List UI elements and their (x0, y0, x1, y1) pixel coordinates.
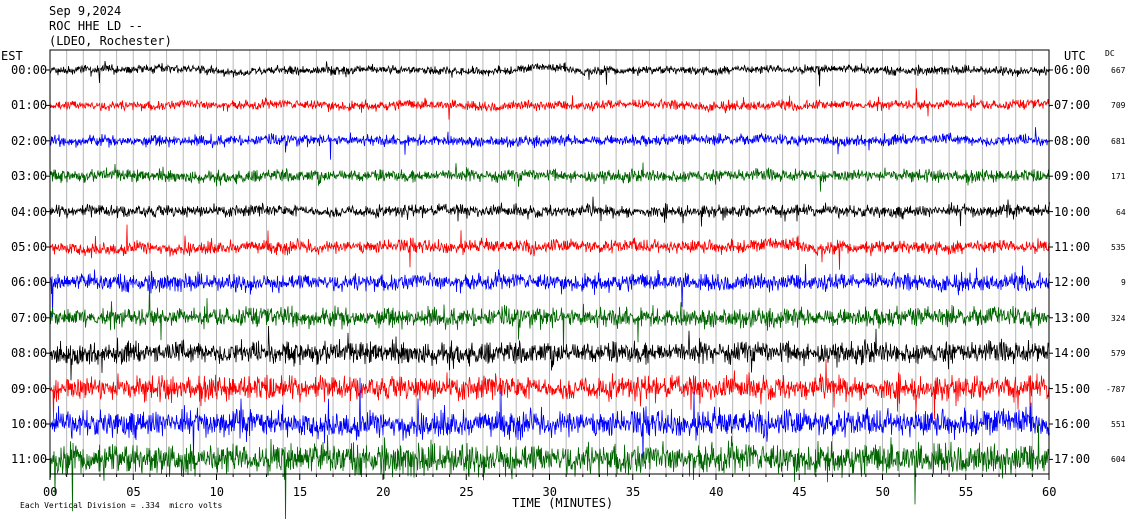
x-tick-label: 50 (875, 485, 890, 499)
x-tick-label: 00 (43, 485, 58, 499)
x-tick-label: 45 (792, 485, 807, 499)
dc-label: DC (1105, 49, 1115, 58)
utc-hour-label: 06:00 (1054, 63, 1091, 77)
dc-offset-label: -787 (1106, 384, 1126, 394)
x-tick-label: 25 (459, 485, 474, 499)
dc-offset-label: 324 (1111, 313, 1126, 323)
dc-offset-label: 604 (1111, 455, 1126, 465)
utc-hour-label: 09:00 (1054, 169, 1091, 184)
x-tick-label: 60 (1042, 485, 1057, 499)
trace-line (49, 359, 1050, 421)
utc-hour-label: 15:00 (1054, 381, 1091, 396)
utc-hour-label: 17:00 (1054, 452, 1091, 467)
utc-hour-label: 14:00 (1054, 346, 1091, 361)
est-hour-label: 08:00 (11, 346, 48, 361)
dc-offset-label: 64 (1116, 207, 1126, 217)
dc-offset-label: 709 (1111, 101, 1126, 111)
x-tick-label: 20 (376, 485, 391, 499)
trace-line (49, 224, 1050, 270)
est-hour-label: 00:00 (11, 63, 48, 77)
est-hour-label: 02:00 (11, 133, 48, 148)
trace-line (49, 284, 1050, 352)
seismic-traces (49, 60, 1050, 519)
dc-offset-label: 667 (1111, 66, 1126, 75)
dc-offset-label: 171 (1111, 172, 1126, 182)
est-hour-label: 09:00 (11, 381, 48, 396)
x-axis-label: TIME (MINUTES) (512, 496, 614, 510)
est-hour-label: 03:00 (11, 169, 48, 184)
trace-line (49, 424, 1050, 519)
x-tick-label: 05 (126, 485, 141, 499)
x-tick-label: 55 (958, 485, 974, 499)
trace-line (49, 162, 1050, 192)
hour-tick-marks (46, 69, 1053, 460)
utc-hour-label: 08:00 (1054, 133, 1091, 148)
trace-line (49, 127, 1050, 160)
est-hour-label: 06:00 (11, 275, 48, 290)
est-hour-label: 04:00 (11, 204, 48, 219)
est-zone-label: EST (1, 49, 23, 63)
utc-hour-label: 12:00 (1054, 275, 1091, 290)
x-tick-label: 30 (542, 485, 557, 499)
station-label: ROC HHE LD -- (49, 19, 143, 33)
trace-line (50, 263, 1050, 318)
est-hour-label: 10:00 (11, 417, 48, 431)
dc-offset-label: 551 (1111, 420, 1126, 429)
dc-offset-label: 535 (1111, 243, 1126, 252)
utc-hour-label: 11:00 (1054, 240, 1091, 254)
x-tick-marks (49, 474, 1050, 480)
trace-line (49, 196, 1050, 227)
minute-grid (66, 50, 1033, 474)
utc-hour-label: 16:00 (1054, 417, 1091, 431)
est-hour-label: 05:00 (11, 240, 48, 254)
est-hour-label: 07:00 (11, 310, 48, 325)
x-tick-label: 40 (709, 485, 724, 499)
trace-line (49, 88, 1050, 120)
dc-offset-label: 681 (1111, 136, 1126, 146)
x-tick-label: 35 (625, 485, 641, 499)
utc-hour-label: 13:00 (1054, 310, 1091, 325)
est-hour-label: 11:00 (11, 452, 48, 467)
x-tick-label: 15 (292, 485, 308, 499)
est-hour-label: 01:00 (11, 98, 48, 113)
utc-hour-label: 10:00 (1054, 204, 1091, 219)
scale-note: Each Vertical Division = .334 micro volt… (20, 501, 223, 510)
utc-hour-label: 07:00 (1054, 98, 1091, 113)
trace-line (49, 325, 1050, 381)
date-label: Sep 9,2024 (49, 4, 122, 18)
dc-offset-label: 9 (1121, 278, 1126, 288)
utc-zone-label: UTC (1064, 49, 1086, 63)
dc-offset-label: 579 (1111, 349, 1126, 359)
x-tick-label: 10 (209, 485, 224, 499)
location-label: (LDEO, Rochester) (49, 34, 172, 48)
trace-line (49, 60, 1050, 87)
trace-line (49, 377, 1050, 467)
